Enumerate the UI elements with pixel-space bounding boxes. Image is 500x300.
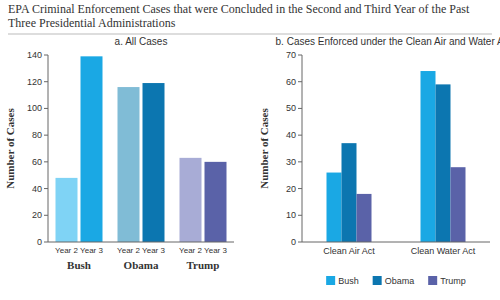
y-tick xyxy=(298,188,302,189)
bar xyxy=(180,158,202,242)
y-tick-label: 60 xyxy=(286,77,296,87)
y-tick-label: 20 xyxy=(32,210,42,220)
x-tick-label: Year 2 xyxy=(179,246,202,255)
legend-label: Trump xyxy=(440,276,466,286)
y-tick xyxy=(44,188,48,189)
y-tick xyxy=(298,135,302,136)
x-axis xyxy=(302,242,490,243)
legend-label: Bush xyxy=(338,276,359,286)
group-label: Obama xyxy=(124,259,159,271)
y-axis-label: Number of Cases xyxy=(258,108,270,189)
title-line: Three Presidential Administrations xyxy=(8,16,176,30)
y-tick xyxy=(298,108,302,109)
legend: Bush Obama Trump xyxy=(326,276,466,286)
title: EPA Criminal Enforcement Cases that were… xyxy=(8,2,470,30)
x-tick-label: Year 2 xyxy=(117,246,140,255)
y-tick xyxy=(298,161,302,162)
y-tick-label: 40 xyxy=(32,184,42,194)
y-tick-label: 0 xyxy=(37,237,42,247)
y-tick xyxy=(298,242,302,243)
legend-label: Obama xyxy=(385,276,415,286)
y-tick-label: 100 xyxy=(27,103,42,113)
y-axis-label: Number of Cases xyxy=(4,108,16,189)
bar xyxy=(421,71,436,242)
x-tick-label: Clean Water Act xyxy=(411,246,476,256)
group-label: Trump xyxy=(187,259,220,271)
panel: a. All CasesNumber of CasesYear 2Year 3B… xyxy=(4,36,234,271)
y-tick xyxy=(298,215,302,216)
y-tick xyxy=(44,135,48,136)
legend-swatch xyxy=(373,276,382,285)
y-tick-label: 10 xyxy=(286,210,296,220)
title-line: EPA Criminal Enforcement Cases that were… xyxy=(8,2,470,16)
bar xyxy=(357,194,372,242)
bar xyxy=(342,143,357,242)
x-tick-label: Year 3 xyxy=(142,246,165,255)
panel-title: a. All Cases xyxy=(115,36,168,47)
bars xyxy=(56,56,227,242)
x-tick-label: Year 3 xyxy=(80,246,103,255)
y-tick-label: 30 xyxy=(286,157,296,167)
y-tick-label: 120 xyxy=(27,77,42,87)
bar xyxy=(143,83,165,242)
chart-root: EPA Criminal Enforcement Cases that were… xyxy=(0,0,500,300)
x-tick-label: Year 2 xyxy=(55,246,78,255)
legend-swatch xyxy=(326,276,335,285)
panel-title: b. Cases Enforced under the Clean Air an… xyxy=(276,36,500,47)
panel: b. Cases Enforced under the Clean Air an… xyxy=(258,36,500,286)
y-tick-label: 60 xyxy=(32,157,42,167)
y-tick xyxy=(44,242,48,243)
x-axis xyxy=(48,242,234,243)
y-tick-label: 80 xyxy=(32,130,42,140)
x-tick-label: Clean Air Act xyxy=(323,246,375,256)
y-tick xyxy=(44,161,48,162)
bar xyxy=(205,162,227,242)
y-tick-label: 70 xyxy=(286,50,296,60)
bar xyxy=(451,167,466,242)
y-tick-label: 40 xyxy=(286,130,296,140)
y-tick-label: 140 xyxy=(27,50,42,60)
y-tick xyxy=(44,108,48,109)
y-axis xyxy=(48,55,49,242)
bar xyxy=(436,84,451,242)
legend-swatch xyxy=(428,276,437,285)
y-tick xyxy=(298,55,302,56)
y-tick xyxy=(298,81,302,82)
y-tick xyxy=(44,55,48,56)
y-tick xyxy=(44,81,48,82)
y-tick-label: 20 xyxy=(286,184,296,194)
bar xyxy=(56,178,78,242)
bars xyxy=(327,71,466,242)
bar xyxy=(327,173,342,242)
y-axis xyxy=(302,55,303,242)
bar xyxy=(81,56,103,242)
title-rule xyxy=(8,34,492,35)
y-tick xyxy=(44,215,48,216)
group-label: Bush xyxy=(67,259,91,271)
x-tick-label: Year 3 xyxy=(204,246,227,255)
y-tick-label: 0 xyxy=(291,237,296,247)
y-tick-label: 50 xyxy=(286,103,296,113)
bar xyxy=(118,87,140,242)
